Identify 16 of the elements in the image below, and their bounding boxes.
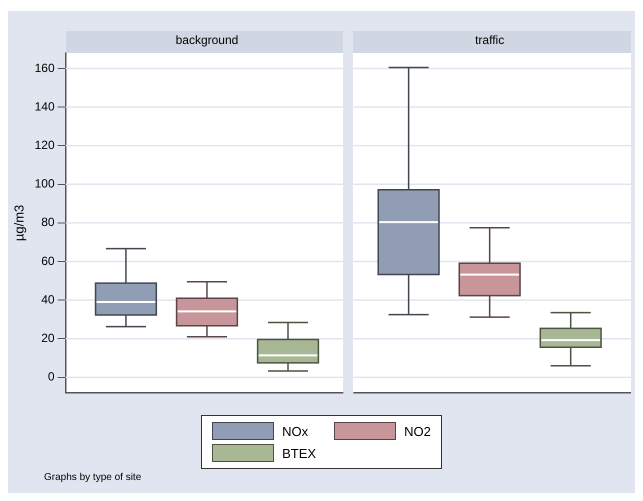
y-axis-title: µg/m3 (11, 204, 26, 242)
y-tick-label: 100 (34, 176, 55, 191)
y-tick-label: 80 (41, 215, 55, 230)
y-tick-label: 60 (41, 254, 55, 268)
legend-label: NOx (282, 424, 308, 438)
y-tick-label: 140 (34, 99, 55, 114)
y-tick-label: 0 (48, 370, 55, 384)
y-tick-label: 160 (34, 60, 55, 75)
y-tick-label: 40 (41, 292, 55, 306)
legend-label: BTEX (282, 446, 316, 460)
legend-label: NO2 (404, 424, 431, 438)
text: Graphs by type of site (44, 472, 142, 483)
x-tick-label: traffic (475, 33, 504, 48)
x-tick-label: background (176, 33, 238, 48)
y-tick-label: 20 (41, 331, 55, 346)
y-tick-label: 120 (34, 138, 55, 152)
